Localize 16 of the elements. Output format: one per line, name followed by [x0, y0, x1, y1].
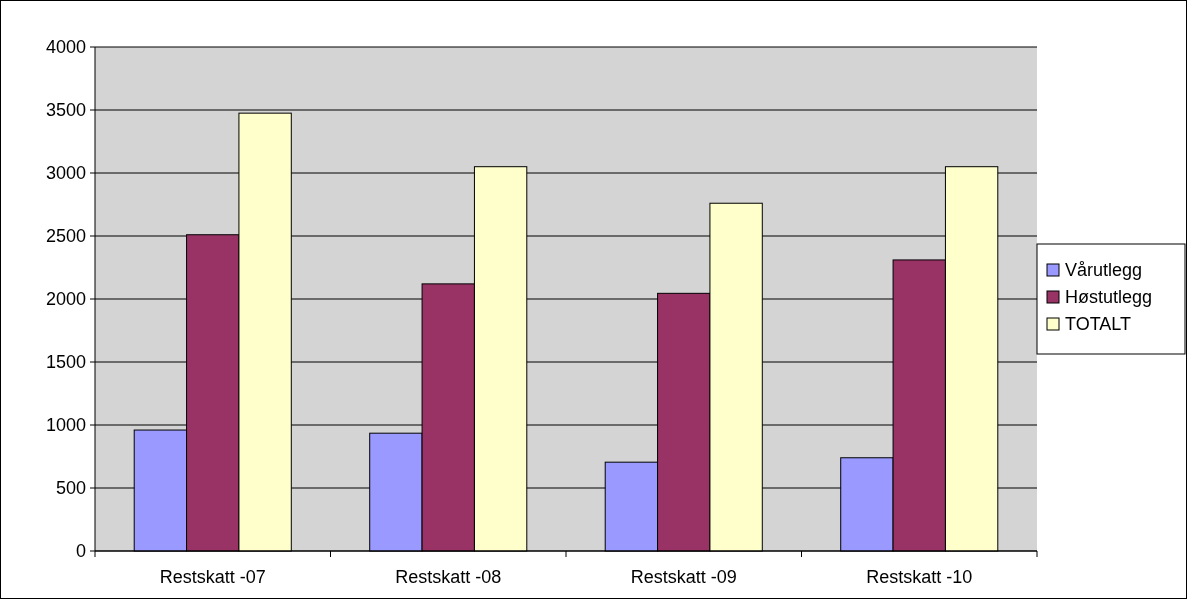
x-tick-label: Restskatt -10 — [866, 567, 973, 587]
y-tick-label: 4000 — [45, 37, 86, 58]
y-tick-label: 0 — [75, 541, 86, 562]
legend-label: TOTALT — [1065, 314, 1132, 335]
y-tick-label: 3500 — [45, 100, 86, 121]
x-tick-label: Restskatt -08 — [395, 567, 502, 587]
y-tick-label: 500 — [55, 478, 86, 499]
y-tick-label: 1000 — [45, 415, 86, 436]
y-tick-label: 3000 — [45, 163, 86, 184]
x-tick-label: Restskatt -07 — [159, 567, 266, 587]
y-tick-label: 2000 — [45, 289, 86, 310]
legend-label: Høstutlegg — [1065, 287, 1153, 308]
y-tick-label: 1500 — [45, 352, 86, 373]
y-tick-label: 2500 — [45, 226, 86, 247]
legend-label: Vårutlegg — [1065, 260, 1143, 281]
x-tick-label: Restskatt -09 — [630, 567, 737, 587]
